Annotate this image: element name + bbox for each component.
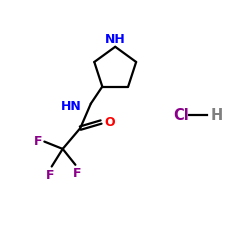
- Text: Cl: Cl: [173, 108, 188, 123]
- Text: F: F: [73, 167, 82, 180]
- Text: F: F: [46, 170, 55, 182]
- Text: O: O: [104, 116, 115, 128]
- Text: F: F: [34, 135, 42, 148]
- Text: NH: NH: [105, 32, 126, 46]
- Text: H: H: [210, 108, 223, 123]
- Text: HN: HN: [61, 100, 82, 113]
